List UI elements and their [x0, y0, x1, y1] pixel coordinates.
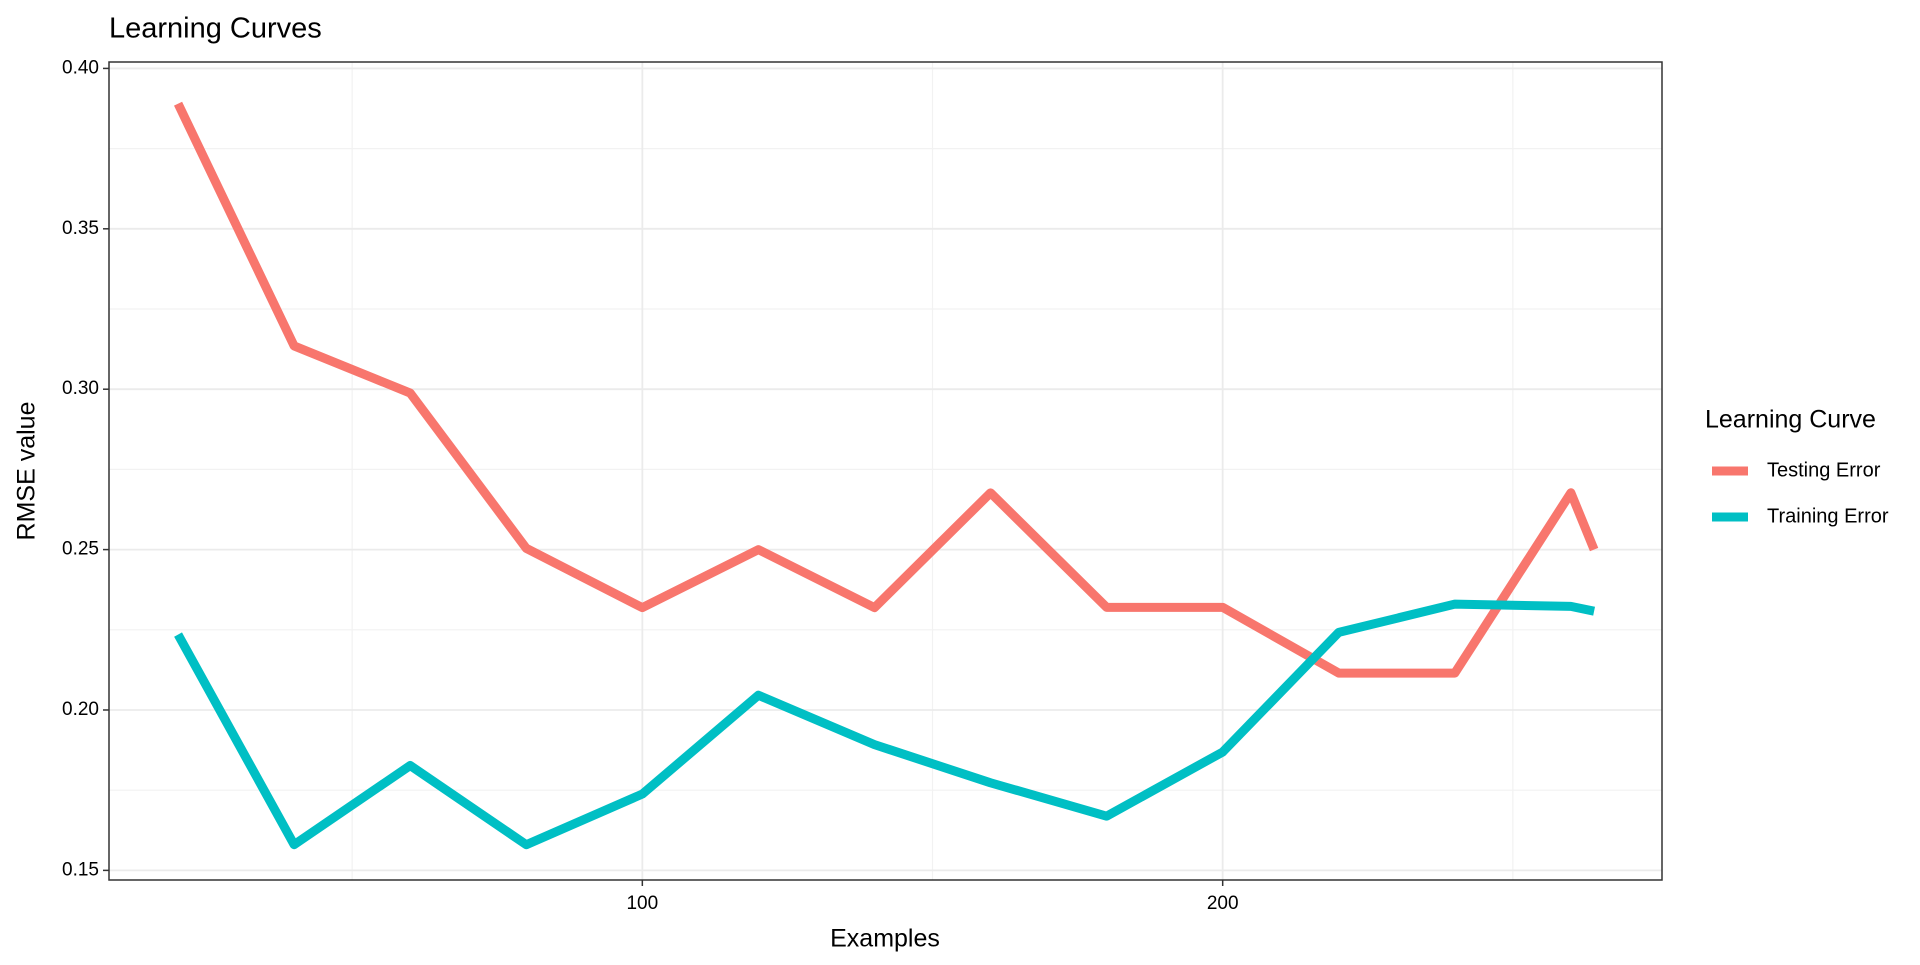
legend-title: Learning Curve [1705, 406, 1876, 434]
series-line [174, 101, 1599, 678]
legend-label: Testing Error [1767, 459, 1881, 481]
y-axis-title: RMSE value [13, 402, 41, 541]
series-line [174, 599, 1596, 850]
x-tick-label: 200 [1207, 893, 1239, 914]
y-tick-label: 0.40 [62, 57, 99, 78]
y-tick-label: 0.30 [62, 378, 99, 399]
y-tick-label: 0.35 [62, 218, 99, 239]
chart-title: Learning Curves [109, 13, 322, 45]
y-tick-label: 0.25 [62, 539, 99, 560]
x-axis-title: Examples [830, 925, 940, 953]
plot-border [108, 61, 1663, 881]
y-tick-label: 0.20 [62, 699, 99, 720]
legend-label: Training Error [1767, 505, 1889, 527]
y-tick-label: 0.15 [62, 859, 99, 880]
x-tick-label: 100 [626, 893, 658, 914]
